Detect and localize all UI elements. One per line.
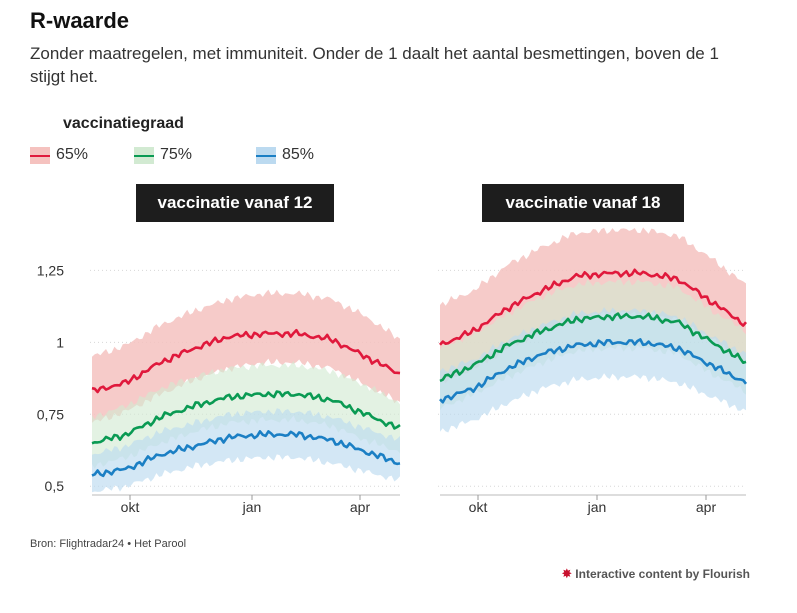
x-tick-label-p1-apr: apr [696,499,717,515]
panel-title-12: vaccinatie vanaf 12 [136,184,334,222]
legend-line-85 [256,155,276,157]
line-p0-65 [91,328,401,394]
x-tick-label-p0-jan: jan [242,499,262,515]
y-tick-label-2: 1 [56,334,64,350]
flourish-sunburst-icon: ✸ [561,566,573,581]
x-tick-label-p0-okt: okt [121,499,140,515]
x-tick-label-p0-apr: apr [350,499,371,515]
panel-title-18: vaccinatie vanaf 18 [482,184,684,222]
y-tick-label-0: 0,5 [45,478,65,494]
chart-subtitle: Zonder maatregelen, met immuniteit. Onde… [30,44,719,86]
line-p0-85 [91,430,401,478]
flourish-credit[interactable]: ✸ Interactive content by Flourish [561,566,750,582]
line-p1-65 [439,268,748,346]
source-note: Bron: Flightradar24 • Het Parool [30,538,187,550]
legend-label-65: 65% [56,146,89,163]
line-p1-85 [439,338,748,404]
credit-text: Interactive content by Flourish [575,567,750,581]
legend-label-75: 75% [160,146,193,163]
chart-canvas: okt jan apr okt jan apr 0,5 0,75 1 1,25 [37,227,748,515]
chart-title: R-waarde [30,8,130,33]
y-tick-label-3: 1,25 [37,262,64,278]
x-tick-label-p1-jan: jan [587,499,607,515]
legend-line-75 [134,155,154,157]
line-p1-75 [439,312,747,383]
x-tick-label-p1-okt: okt [469,499,488,515]
band-p1-85 [440,307,746,433]
legend-title: vaccinatiegraad [63,115,184,132]
band-p0-85 [92,408,400,493]
line-p0-75 [91,390,401,445]
y-tick-label-1: 0,75 [37,406,64,422]
legend-label-85: 85% [282,146,315,163]
legend-line-65 [30,155,50,157]
